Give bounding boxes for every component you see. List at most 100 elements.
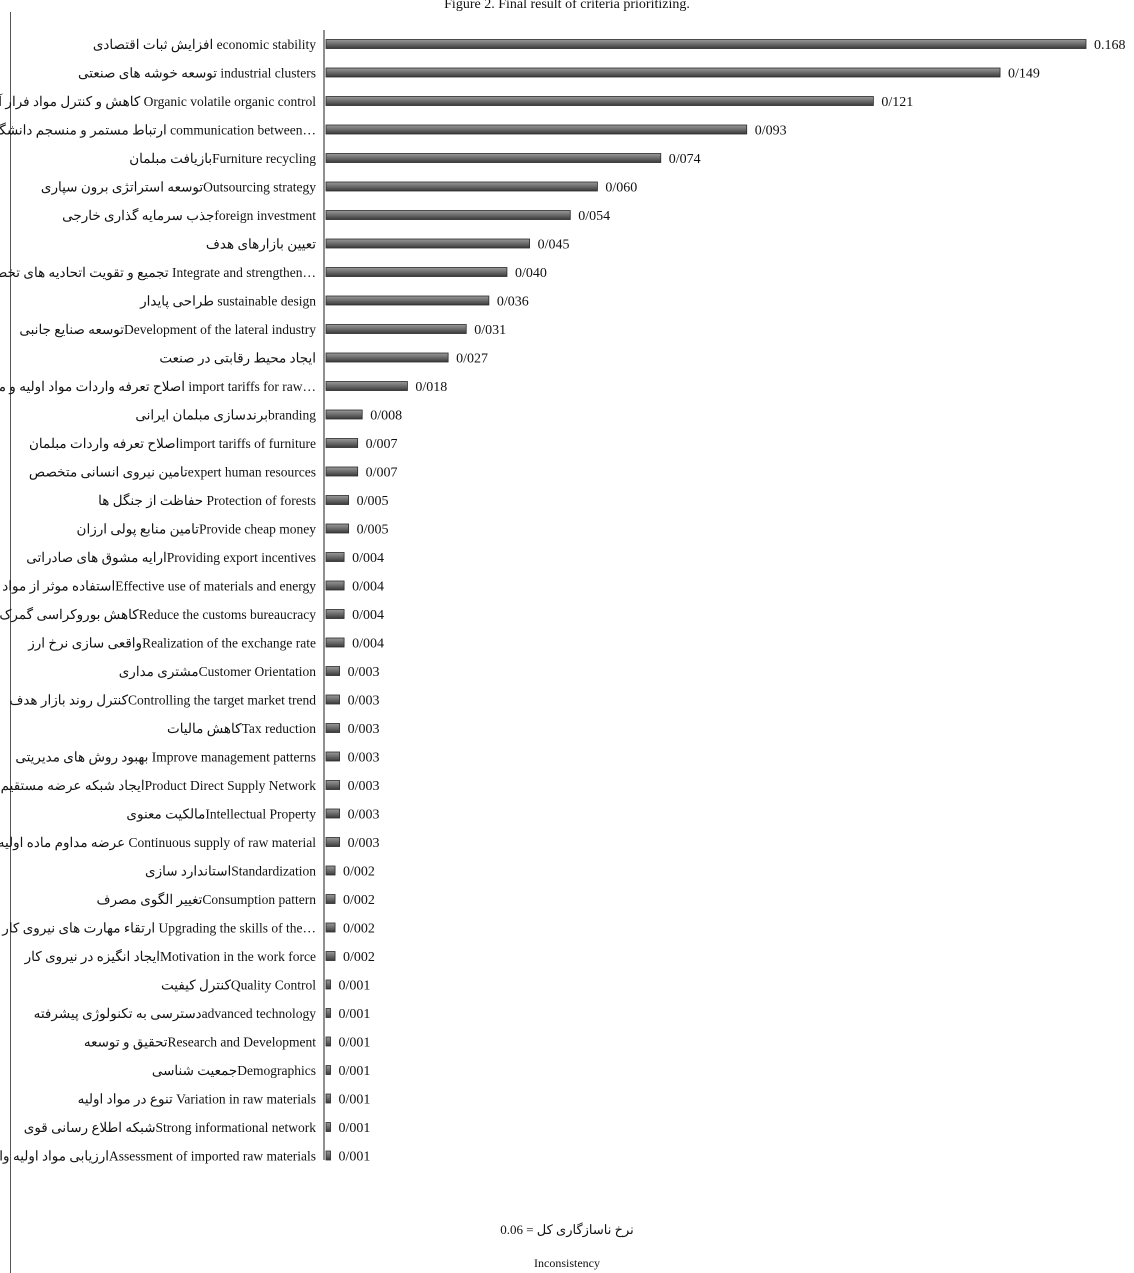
value-label: 0/004 [352, 637, 384, 652]
bar [325, 523, 350, 534]
value-label: 0/031 [474, 323, 506, 338]
bar [325, 580, 345, 591]
bar [325, 267, 508, 277]
bar [325, 324, 467, 334]
category-label: مالکیت معنویIntellectual Property [126, 807, 316, 823]
category-label: تامین نیروی انسانی متخصصexpert human res… [29, 465, 316, 481]
value-label: 0/003 [348, 779, 380, 794]
category-label: طراحی پایدار sustainable design [139, 294, 316, 310]
bar [325, 894, 336, 904]
category-label: برندسازی مبلمان ایرانیbranding [135, 408, 316, 424]
bar [325, 837, 340, 847]
bar [325, 1093, 331, 1104]
category-label: اصلاح تعرفه واردات مبلمانimport tariffs … [29, 436, 316, 452]
category-label: کنترل روند بازار هدفControlling the targ… [9, 693, 316, 709]
value-label: 0/004 [352, 551, 384, 566]
bar [325, 352, 449, 363]
value-label: 0/001 [339, 1121, 371, 1136]
bar [325, 723, 340, 733]
category-label: عرضه مداوم ماده اولیه Continuous supply … [0, 835, 316, 851]
value-label: 0/060 [605, 181, 637, 196]
category-label: جمعیت شناسیDemographics [152, 1063, 316, 1078]
bar [325, 637, 345, 648]
category-label: توسعه خوشه های صنعتی industrial clusters [78, 66, 316, 82]
category-label: کنترل کیفیتQuality Control [161, 978, 316, 994]
bar [325, 1122, 331, 1132]
bar [325, 979, 331, 990]
category-label: ارتباط مستمر و منسجم دانشگاه و صنعت comm… [0, 122, 316, 139]
category-label: مشتری مداریCustomer Orientation [119, 664, 317, 680]
category-label: دسترسی به تکنولوژی پیشرفتهadvanced techn… [34, 1006, 317, 1022]
value-label: 0/002 [343, 950, 375, 965]
inconsistency-note: نرخ ناسازگاری کل = 0.06 [500, 1222, 634, 1237]
bar [325, 381, 408, 391]
value-label: 0/003 [348, 665, 380, 680]
category-label: ایجاد انگیزه در نیروی کارMotivation in t… [24, 948, 316, 965]
bar [325, 1065, 331, 1075]
category-label: تعیین بازارهای هدف [206, 237, 316, 253]
value-label: 0/036 [497, 295, 529, 310]
value-label: 0/001 [339, 1093, 371, 1108]
bar [325, 67, 1001, 78]
bar [325, 780, 340, 790]
category-label: ارزیابی مواد اولیه وارداتیAssessment of … [0, 1149, 316, 1165]
category-label: توسعه صنایع جانبیDevelopment of the late… [19, 322, 316, 338]
value-label: 0/003 [348, 836, 380, 851]
value-label: 0/001 [339, 1007, 371, 1022]
bar [325, 96, 874, 106]
chart-frame [10, 12, 1134, 1273]
category-label: اصلاح تعرفه واردات مواد اولیه و ماشین آل… [0, 377, 316, 395]
bar [325, 951, 336, 961]
value-label: 0/149 [1008, 67, 1040, 82]
category-label: بازیافت مبلمانFurniture recycling [129, 151, 316, 167]
category-label: ارایه مشوق های صادراتیProviding export i… [26, 550, 316, 566]
category-label: ایجاد شبکه عرضه مستقیم محصولProduct Dire… [0, 778, 316, 794]
bar [325, 694, 340, 705]
category-label: شبکه اطلاع رسانی قویStrong informational… [24, 1120, 316, 1136]
value-label: 0/004 [352, 608, 384, 623]
bar [325, 210, 571, 220]
category-label: تنوع در مواد اولیه Variation in raw mate… [78, 1092, 316, 1108]
value-label: 0/003 [348, 694, 380, 709]
bar [325, 295, 490, 306]
category-label: ایجاد محیط رقابتی در صنعت [159, 351, 316, 367]
category-label: توسعه استراتژی برون سپاریOutsourcing str… [41, 180, 316, 196]
category-label: حفاظت از جنگل ها Protection of forests [98, 492, 316, 509]
value-label: 0.168 [1094, 38, 1126, 53]
value-label: 0/004 [352, 580, 384, 595]
category-label: استاندارد سازیStandardization [145, 864, 316, 880]
bar [325, 409, 363, 420]
bar [325, 466, 359, 477]
category-label: تامین منابع پولی ارزانProvide cheap mone… [77, 522, 317, 538]
bar [325, 552, 345, 562]
category-label: افزایش ثبات اقتصادی economic stability [93, 37, 316, 53]
bar [325, 751, 340, 762]
bar [325, 1036, 331, 1047]
bar [325, 181, 598, 192]
bar-chart: افزایش ثبات اقتصادی economic stability 0.… [0, 30, 1126, 1165]
value-label: 0/008 [370, 409, 402, 424]
value-label: 0/002 [343, 865, 375, 880]
bar [325, 808, 340, 819]
bar [325, 238, 530, 249]
value-label: 0/002 [343, 922, 375, 937]
bars-group: افزایش ثبات اقتصادی economic stability 0.… [0, 37, 1126, 1165]
value-label: 0/001 [339, 1036, 371, 1051]
value-label: 0/003 [348, 808, 380, 823]
value-label: 0/001 [339, 1064, 371, 1079]
value-label: 0/002 [343, 893, 375, 908]
bar [325, 124, 748, 135]
bar [325, 438, 359, 448]
value-label: 0/121 [881, 95, 913, 110]
category-label: کاهش مالیاتTax reduction [167, 721, 316, 737]
value-label: 0/005 [357, 523, 389, 538]
value-label: 0/074 [669, 152, 701, 167]
category-label: کاهش بوروکراسی گمرکReduce the customs bu… [0, 606, 316, 623]
chart-title: Figure 2. Final result of criteria prior… [444, 0, 690, 12]
bar [325, 865, 336, 876]
value-label: 0/007 [366, 437, 398, 452]
value-label: 0/001 [339, 1150, 371, 1165]
inconsistency-label: Inconsistency [534, 1256, 600, 1270]
value-label: 0/018 [415, 380, 447, 395]
value-label: 0/001 [339, 979, 371, 994]
